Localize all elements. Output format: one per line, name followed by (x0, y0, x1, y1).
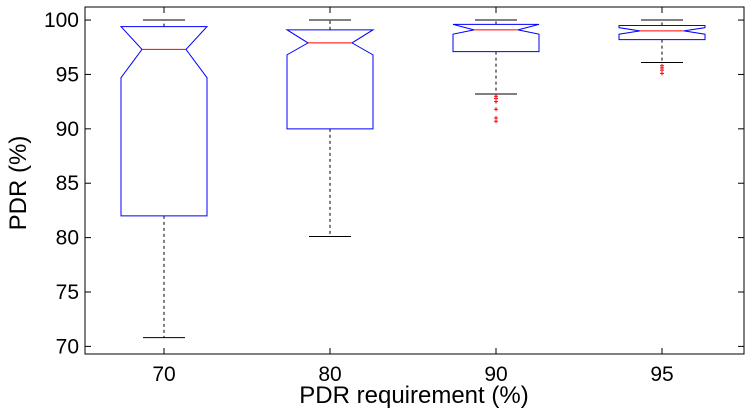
y-tick-label: 90 (56, 118, 79, 141)
notched-box (618, 24, 706, 41)
box-group-90 (452, 19, 540, 124)
box-group-95 (618, 19, 706, 76)
axes-frame (84, 6, 745, 355)
outlier-point (660, 71, 664, 76)
notched-box (119, 26, 209, 217)
notched-box (452, 23, 540, 53)
outlier-point (494, 99, 498, 104)
y-tick-label: 80 (56, 227, 79, 250)
y-tick-label: 85 (56, 172, 79, 195)
box-group-70 (119, 19, 209, 339)
outlier-point (494, 107, 498, 112)
x-tick-label: 80 (318, 363, 341, 386)
x-tick-label: 95 (650, 363, 673, 386)
ticks-layer: 70 75 80 85 90 95 100 70 80 90 95 (44, 7, 744, 386)
y-tick-label: 100 (44, 9, 79, 32)
x-tick-label: 90 (484, 363, 507, 386)
y-tick-label: 75 (56, 281, 79, 304)
outlier-point (494, 119, 498, 124)
x-tick-label: 70 (152, 363, 175, 386)
notched-box (285, 29, 375, 130)
box-group-80 (285, 19, 375, 238)
y-tick-label: 95 (56, 63, 79, 86)
y-tick-label: 70 (56, 335, 79, 358)
boxes-layer (119, 19, 706, 339)
y-axis-label: PDR (%) (5, 136, 32, 231)
x-axis-label: PDR requirement (%) (299, 382, 528, 409)
